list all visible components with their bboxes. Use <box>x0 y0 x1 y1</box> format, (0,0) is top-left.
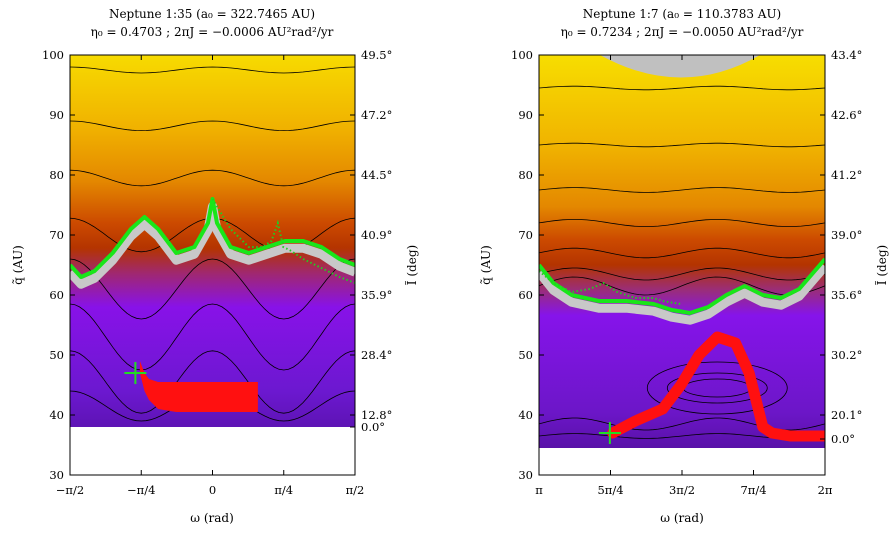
y-tick-label: 50 <box>49 348 64 362</box>
x-axis-label: ω (rad) <box>660 511 704 525</box>
y2-tick-label: 42.6° <box>831 108 862 122</box>
x-axis-ticks: π 5π/4 3π/2 7π/4 2π <box>535 55 833 497</box>
y-tick-label: 90 <box>518 108 533 122</box>
panel-right: Neptune 1:7 (a₀ = 110.3783 AU) η₀ = 0.72… <box>479 7 889 525</box>
panel-left: Neptune 1:35 (a₀ = 322.7465 AU) η₀ = 0.4… <box>11 7 419 525</box>
x-tick-label: 2π <box>818 483 833 497</box>
y-tick-label: 40 <box>49 408 64 422</box>
x-tick-label: 7π/4 <box>740 483 766 497</box>
y-tick-label: 60 <box>518 288 533 302</box>
y-tick-label: 80 <box>49 168 64 182</box>
trajectory <box>139 361 258 412</box>
x-axis-ticks: −π/2 −π/4 0 π/4 π/2 <box>56 55 365 497</box>
contour-line <box>539 187 825 193</box>
y-tick-label: 40 <box>518 408 533 422</box>
y-tick-label: 30 <box>518 468 533 482</box>
contour-line <box>539 219 825 227</box>
x-tick-label: π/2 <box>346 483 365 497</box>
y2-tick-label: 39.0° <box>831 228 862 242</box>
x-tick-label: π <box>535 483 543 497</box>
y2-axis-ticks: 0.0°12.8° 28.4° 35.9° 40.9° 44.5° 47.2° 49.5° <box>350 48 392 434</box>
y2-axis-label: Ĩ (deg) <box>874 245 889 285</box>
y2-axis-label: Ĩ (deg) <box>404 245 419 285</box>
y-axis-ticks: 30 40 50 60 70 80 90 100 <box>511 48 544 482</box>
separatrix-curve <box>539 257 825 315</box>
contour-line <box>70 120 355 132</box>
contour-line <box>539 85 825 91</box>
chart-title: Neptune 1:7 (a₀ = 110.3783 AU) <box>583 7 781 21</box>
chart-title: Neptune 1:35 (a₀ = 322.7465 AU) <box>109 7 315 21</box>
y2-tick-label: 35.9° <box>361 288 392 302</box>
contour-line <box>70 350 355 414</box>
forbidden-region <box>70 427 355 475</box>
y-tick-label: 70 <box>518 228 533 242</box>
contour-lines <box>539 85 825 439</box>
heatmap-field <box>539 55 825 475</box>
x-tick-label: 3π/2 <box>669 483 695 497</box>
y2-tick-label: 41.2° <box>831 168 862 182</box>
y-axis-label: q̃ (AU) <box>11 245 25 285</box>
y2-tick-label: 0.0° <box>831 432 855 446</box>
x-tick-label: π/4 <box>274 483 293 497</box>
contour-line <box>646 361 788 415</box>
y2-tick-label: 28.4° <box>361 348 392 362</box>
initial-point-marker <box>124 362 147 384</box>
y-tick-label: 30 <box>49 468 64 482</box>
contour-line <box>70 303 355 371</box>
contour-line <box>666 372 768 404</box>
trajectory <box>607 331 825 442</box>
dotted-curve <box>539 270 682 305</box>
y-tick-label: 60 <box>49 288 64 302</box>
contour-line <box>70 66 355 74</box>
y2-tick-label: 30.2° <box>831 348 862 362</box>
y-tick-label: 80 <box>518 168 533 182</box>
y-axis-ticks: 30 40 50 60 70 80 90 100 <box>42 48 75 482</box>
x-axis-label: ω (rad) <box>190 511 234 525</box>
y2-tick-label: 35.6° <box>831 288 862 302</box>
y-axis-label: q̃ (AU) <box>479 245 493 285</box>
contour-line <box>539 142 825 148</box>
y-tick-label: 90 <box>49 108 64 122</box>
chart-marks <box>70 197 355 412</box>
y2-tick-label: 44.5° <box>361 168 392 182</box>
forbidden-region-top <box>600 55 760 78</box>
chart-subtitle: η₀ = 0.4703 ; 2πJ = −0.0006 AU²rad²/yr <box>91 25 334 39</box>
y-tick-label: 100 <box>511 48 533 62</box>
y2-tick-label: 40.9° <box>361 228 392 242</box>
plot-area <box>539 55 825 475</box>
y2-tick-label: 43.4° <box>831 48 862 62</box>
x-tick-label: 0 <box>209 483 216 497</box>
x-tick-label: 5π/4 <box>597 483 623 497</box>
y-tick-label: 70 <box>49 228 64 242</box>
chart-subtitle: η₀ = 0.7234 ; 2πJ = −0.0050 AU²rad²/yr <box>561 25 804 39</box>
separatrix-band <box>539 263 825 325</box>
initial-point-marker <box>598 422 621 444</box>
chart-marks <box>539 257 825 444</box>
x-tick-label: −π/4 <box>127 483 155 497</box>
y-tick-label: 50 <box>518 348 533 362</box>
contour-line <box>539 276 825 296</box>
contour-line <box>539 267 825 281</box>
y2-tick-label: 47.2° <box>361 108 392 122</box>
contour-line <box>70 258 355 320</box>
y2-tick-label: 0.0° <box>361 420 385 434</box>
y2-axis-ticks: 0.0° 20.1° 30.2° 35.6° 39.0° 41.2° 42.6° 43.4° <box>820 48 862 446</box>
dotted-curve <box>211 198 355 284</box>
y-tick-label: 100 <box>42 48 64 62</box>
contour-line <box>539 247 825 259</box>
contour-line <box>70 169 355 187</box>
y2-tick-label: 49.5° <box>361 48 392 62</box>
plot-area <box>70 55 355 475</box>
y2-tick-label: 20.1° <box>831 408 862 422</box>
x-tick-label: −π/2 <box>56 483 84 497</box>
y2-tick-label: 12.8° <box>361 408 392 422</box>
separatrix-curve <box>70 197 355 279</box>
